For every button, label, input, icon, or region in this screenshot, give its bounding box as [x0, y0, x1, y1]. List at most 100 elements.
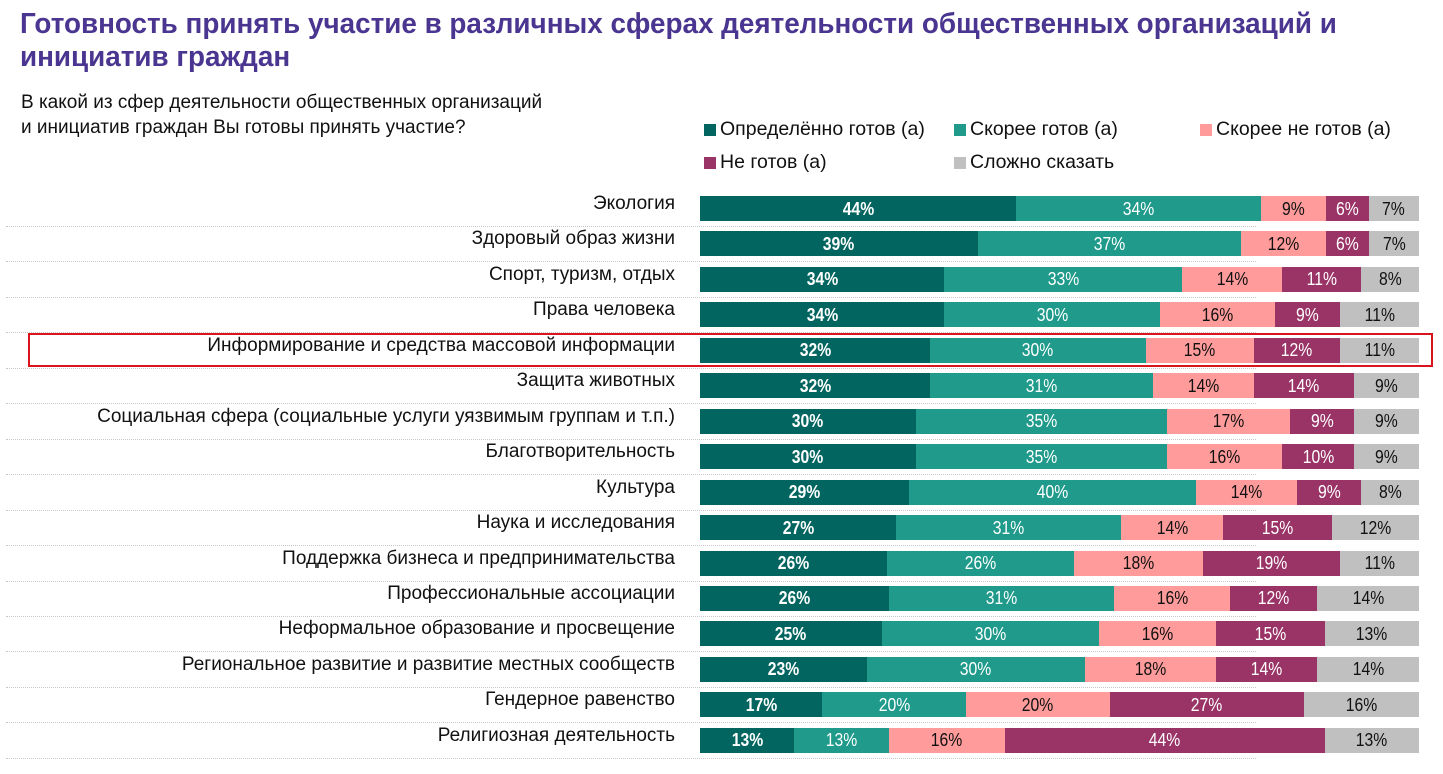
row-divider [6, 403, 1256, 405]
bar-segment: 14% [1121, 515, 1223, 541]
row-divider [6, 686, 1256, 688]
legend-swatch [954, 123, 966, 136]
data-label: 9% [1375, 374, 1398, 396]
bar-segment: 34% [1016, 196, 1261, 221]
bar-segment: 8% [1361, 479, 1419, 505]
bar-segment: 26% [700, 550, 887, 576]
data-label: 14% [1250, 658, 1283, 680]
data-label: 30% [974, 622, 1007, 644]
data-label: 34% [806, 303, 838, 325]
category-label: Региональное развитие и развитие местных… [181, 653, 675, 675]
bar-segment: 37% [977, 231, 1242, 257]
bar-segment: 9% [1354, 373, 1419, 399]
legend-swatch [704, 123, 716, 136]
row-divider [6, 651, 1256, 653]
highlight-box [28, 333, 1433, 367]
data-label: 14% [1216, 268, 1248, 290]
bar-segment: 30% [700, 444, 916, 470]
category-label: Права человека [533, 299, 675, 321]
data-label: 9% [1310, 410, 1334, 432]
legend-label: Определённо готов (а) [720, 118, 925, 140]
chart-title: Готовность принять участие в различных с… [20, 8, 1337, 73]
data-label: 13% [1356, 729, 1388, 751]
data-label: 9% [1281, 197, 1305, 219]
category-label: Культура [596, 476, 675, 498]
bar-segment: 30% [700, 408, 916, 434]
bar-segment: 16% [1303, 692, 1419, 718]
bar-segment: 16% [1099, 621, 1216, 647]
bar-segment: 17% [700, 692, 823, 718]
bar-segment: 26% [886, 550, 1074, 576]
category-label: Поддержка бизнеса и предпринимательства [282, 547, 675, 569]
bar-segment: 33% [944, 266, 1182, 292]
data-label: 27% [782, 516, 814, 538]
data-label: 14% [1352, 587, 1384, 609]
data-label: 44% [842, 197, 874, 219]
row-divider [6, 722, 1256, 724]
category-label: Профессиональные ассоциации [387, 582, 675, 604]
data-label: 40% [1036, 481, 1069, 503]
bar-segment: 34% [700, 302, 945, 328]
data-label: 19% [1255, 552, 1288, 573]
data-label: 9% [1317, 481, 1341, 503]
bar-segment: 14% [1181, 266, 1283, 292]
bar-segment: 12% [1331, 515, 1419, 541]
bar-segment: 13% [1324, 727, 1419, 753]
bar-segment: 13% [1324, 621, 1419, 647]
data-label: 9% [1375, 410, 1398, 432]
data-label: 13% [1356, 622, 1388, 644]
bar-segment: 14% [1317, 656, 1419, 682]
bar-segment: 12% [1253, 337, 1340, 363]
stacked-bar-chart: Экология 44% 34% 9% 6% 7% Здоровый образ жизни… [0, 190, 1443, 774]
data-label: 12% [1281, 339, 1313, 361]
bar-segment: 34% [700, 266, 945, 292]
bar-segment: 16% [1160, 302, 1276, 328]
data-label: 30% [1022, 339, 1054, 361]
bar-segment: 14% [1215, 656, 1318, 682]
bar-segment: 9% [1260, 196, 1326, 221]
data-label: 14% [1352, 658, 1384, 680]
bar-segment: 32% [700, 337, 931, 363]
bar-segment: 44% [1005, 727, 1325, 753]
data-label: 26% [964, 552, 997, 573]
data-label: 15% [1254, 622, 1286, 644]
row-divider [6, 296, 1256, 298]
bar-segment: 29% [700, 479, 909, 505]
legend-item: Не готов (а) [704, 151, 827, 174]
data-label: 13% [825, 729, 858, 751]
data-label: 17% [1212, 410, 1245, 432]
bar-segment: 12% [1241, 231, 1327, 257]
bar-segment: 13% [794, 727, 889, 753]
bar-segment: 39% [700, 231, 978, 257]
data-label: 35% [1025, 445, 1058, 467]
bar-segment: 12% [1230, 585, 1318, 611]
data-label: 6% [1336, 232, 1360, 254]
data-label: 31% [985, 587, 1018, 609]
data-label: 30% [960, 658, 992, 680]
category-label: Информирование и средства массовой инфор… [207, 334, 675, 356]
subtitle-line-1: В какой из сфер деятельности общественны… [21, 92, 543, 113]
bar-segment: 13% [700, 727, 795, 753]
bar-segment: 7% [1369, 231, 1419, 257]
data-label: 30% [792, 410, 824, 432]
bar-segment: 14% [1317, 585, 1419, 611]
row-divider [6, 615, 1256, 617]
legend-swatch [704, 156, 716, 169]
legend-label: Не готов (а) [720, 151, 827, 173]
category-label: Защита животных [516, 370, 675, 392]
data-label: 12% [1359, 516, 1392, 538]
bar-segment: 9% [1275, 302, 1340, 328]
legend-label: Скорее не готов (а) [1216, 118, 1391, 140]
bar-segment: 31% [896, 515, 1122, 541]
bar-segment: 18% [1084, 656, 1216, 682]
data-label: 6% [1335, 197, 1359, 219]
bar-segment: 20% [966, 692, 1110, 718]
legend-label: Скорее готов (а) [970, 118, 1118, 140]
data-label: 16% [1345, 693, 1378, 715]
data-label: 16% [1209, 445, 1241, 467]
data-label: 7% [1382, 232, 1406, 254]
legend: Определённо готов (а) Скорее готов (а) Ско… [704, 118, 1443, 188]
data-label: 31% [1025, 374, 1058, 396]
bar-segment: 16% [888, 727, 1006, 753]
subtitle-line-2: и инициатив граждан Вы готовы принять уч… [21, 117, 466, 138]
